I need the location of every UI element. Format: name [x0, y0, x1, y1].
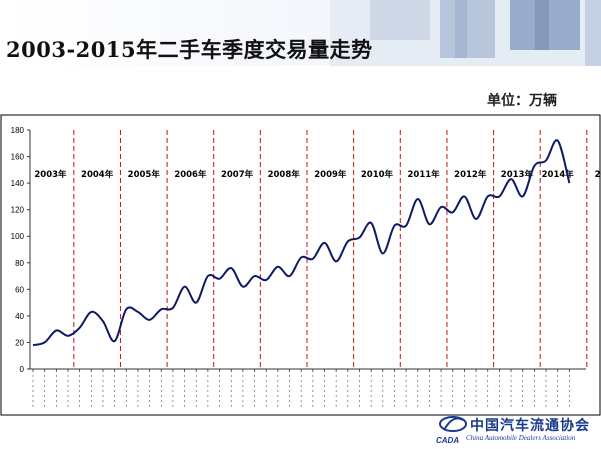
- data-point: [113, 340, 115, 342]
- data-point: [183, 285, 185, 287]
- org-abbr: CADA: [436, 436, 460, 445]
- y-tick-label: 20: [15, 338, 24, 347]
- data-point: [160, 308, 162, 310]
- data-point: [230, 267, 232, 269]
- data-point: [370, 222, 372, 224]
- org-name-en: China Automobile Dealers Association: [466, 434, 576, 442]
- data-point: [557, 139, 559, 141]
- data-point: [358, 236, 360, 238]
- y-tick-label: 40: [15, 312, 24, 321]
- data-point: [405, 224, 407, 226]
- data-point: [428, 223, 430, 225]
- year-label: 2011年: [408, 169, 441, 180]
- data-point: [78, 327, 80, 329]
- data-point: [102, 320, 104, 322]
- data-point: [417, 198, 419, 200]
- data-point: [32, 344, 34, 346]
- data-point: [125, 308, 127, 310]
- chart-frame: [0, 114, 601, 416]
- year-label: 2006年: [174, 169, 207, 180]
- data-point: [393, 224, 395, 226]
- data-point: [253, 275, 255, 277]
- year-label: 2008年: [268, 169, 301, 180]
- data-point: [148, 319, 150, 321]
- data-point: [288, 275, 290, 277]
- y-tick-label: 100: [11, 232, 25, 241]
- data-point: [487, 195, 489, 197]
- chart-area: 0 20 40 60 80 100 120 140 160 180 2003年 2004年 2005年 2…: [0, 114, 601, 416]
- data-point: [323, 242, 325, 244]
- data-point: [277, 266, 279, 268]
- data-point: [522, 195, 524, 197]
- year-label: 2014年: [542, 169, 575, 180]
- year-label: 2005年: [128, 169, 161, 180]
- year-label: 2013年: [501, 169, 534, 180]
- data-point: [137, 311, 139, 313]
- data-point: [218, 278, 220, 280]
- data-point: [475, 218, 477, 220]
- year-label: 2012年: [454, 169, 487, 180]
- data-point: [195, 301, 197, 303]
- data-point: [440, 206, 442, 208]
- year-label: 2004年: [81, 169, 114, 180]
- page-title: 2003-2015年二手车季度交易量走势: [6, 37, 373, 62]
- y-tick-label: 140: [11, 179, 25, 188]
- y-tick-label: 160: [11, 153, 25, 162]
- org-emblem-icon: [439, 416, 467, 432]
- data-point: [55, 329, 57, 331]
- data-point: [312, 258, 314, 260]
- data-point: [510, 178, 512, 180]
- data-point: [67, 335, 69, 337]
- decorative-cubes: [330, 0, 601, 66]
- data-point: [568, 182, 570, 184]
- data-point: [463, 195, 465, 197]
- data-point: [545, 159, 547, 161]
- data-point: [207, 275, 209, 277]
- data-point: [43, 341, 45, 343]
- data-point: [90, 311, 92, 313]
- year-label: 2003年: [34, 169, 67, 180]
- year-label: 2010年: [361, 169, 394, 180]
- data-point: [452, 211, 454, 213]
- y-tick-label: 60: [15, 285, 24, 294]
- data-point: [242, 285, 244, 287]
- org-logo: 中国汽车流通协会 China Automobile Dealers Associ…: [436, 412, 601, 449]
- org-name-cn: 中国汽车流通协会: [470, 418, 590, 434]
- data-point: [498, 195, 500, 197]
- data-point: [335, 260, 337, 262]
- year-label: 2015年: [595, 169, 601, 180]
- data-point: [172, 307, 174, 309]
- header-banner: 2003-2015年二手车季度交易量走势: [0, 0, 601, 66]
- y-tick-label: 120: [11, 206, 25, 215]
- data-point: [347, 240, 349, 242]
- y-tick-label: 0: [20, 365, 25, 374]
- y-tick-label: 180: [11, 126, 25, 135]
- data-point: [300, 256, 302, 258]
- series-line: [32, 139, 571, 347]
- year-label: 2007年: [221, 169, 254, 180]
- unit-label: 单位：万辆: [487, 93, 557, 109]
- data-point: [382, 252, 384, 254]
- data-point: [533, 165, 535, 167]
- y-tick-label: 80: [15, 259, 24, 268]
- data-point: [265, 279, 267, 281]
- year-label: 2009年: [314, 169, 347, 180]
